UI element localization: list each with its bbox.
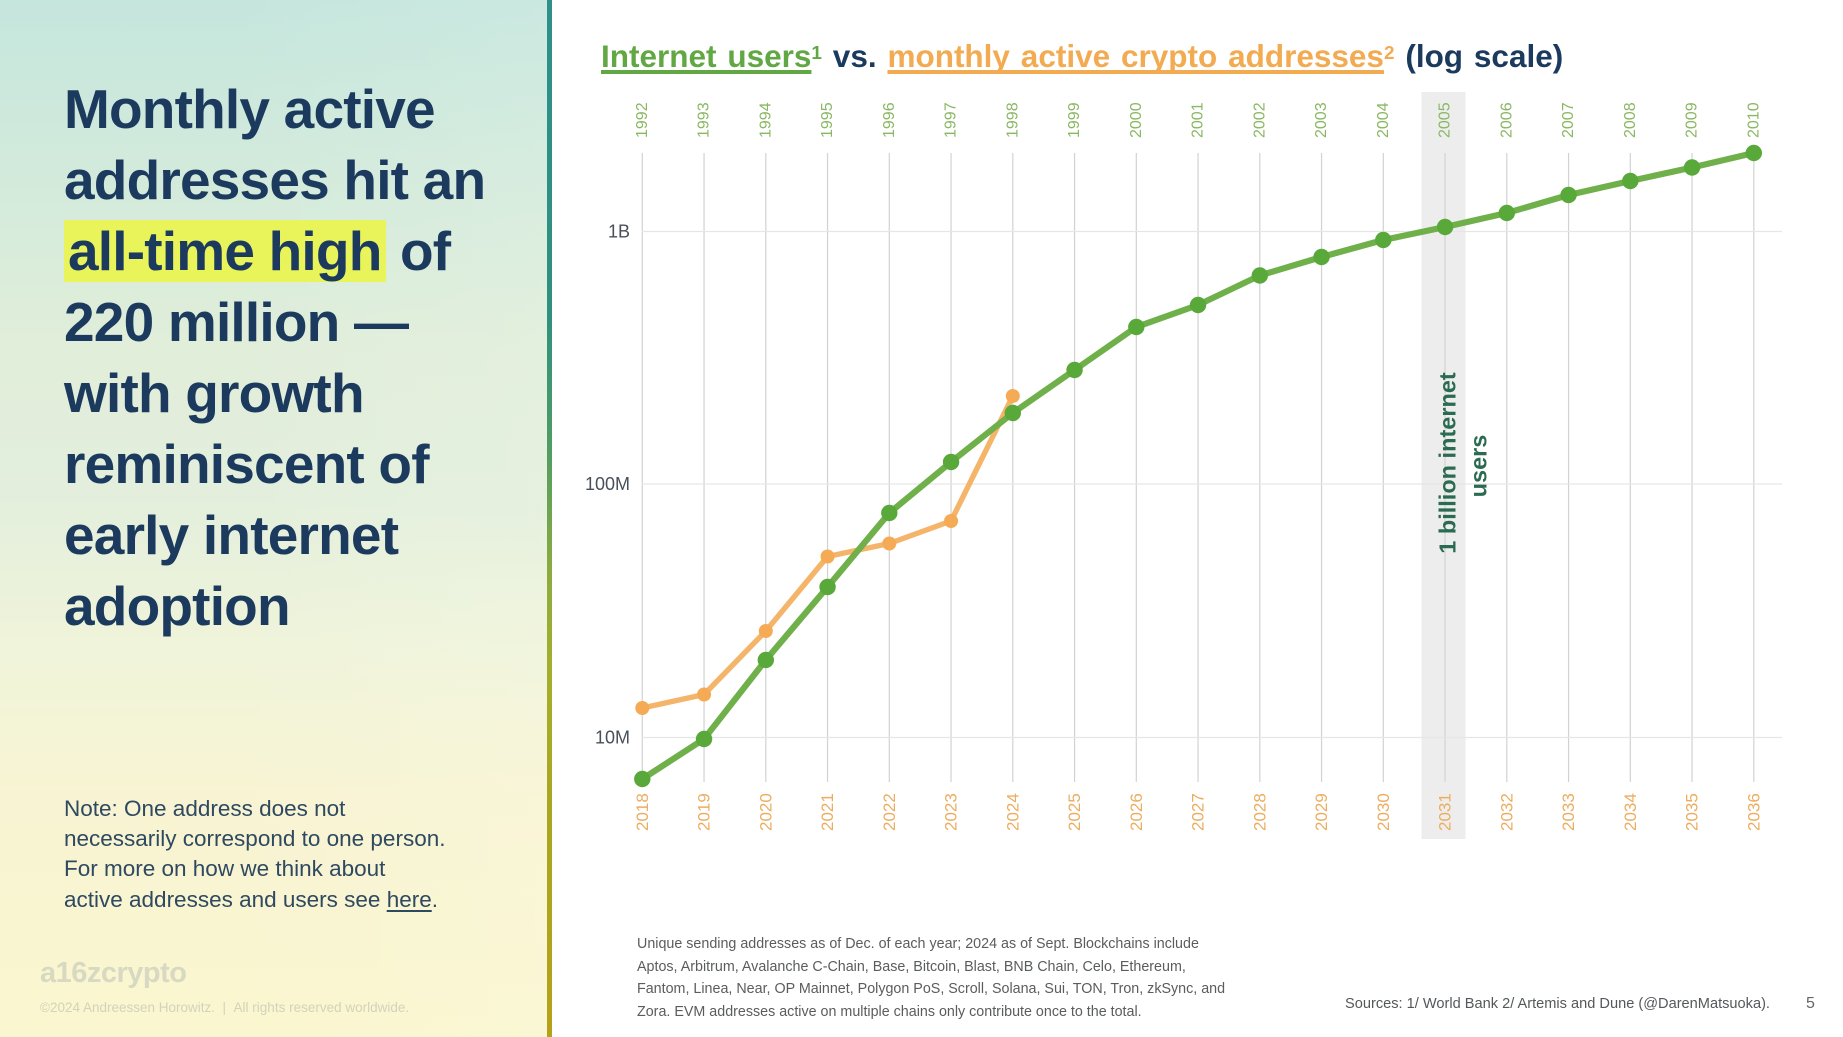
svg-text:2018: 2018: [633, 793, 652, 831]
svg-text:2010: 2010: [1745, 102, 1762, 138]
svg-text:2022: 2022: [880, 793, 899, 831]
svg-text:2025: 2025: [1065, 793, 1084, 831]
svg-text:2029: 2029: [1312, 793, 1331, 831]
svg-text:2033: 2033: [1559, 793, 1578, 831]
svg-text:2019: 2019: [695, 793, 714, 831]
svg-text:10M: 10M: [595, 728, 630, 748]
svg-text:2009: 2009: [1684, 102, 1701, 138]
svg-text:2005: 2005: [1437, 102, 1454, 138]
svg-text:1993: 1993: [696, 102, 713, 138]
svg-text:2008: 2008: [1622, 102, 1639, 138]
svg-text:2030: 2030: [1374, 793, 1393, 831]
svg-text:2021: 2021: [818, 793, 837, 831]
svg-text:2003: 2003: [1313, 102, 1330, 138]
svg-text:2034: 2034: [1621, 793, 1640, 831]
svg-text:2035: 2035: [1683, 793, 1702, 831]
svg-text:2024: 2024: [1003, 793, 1022, 831]
svg-text:1998: 1998: [1004, 102, 1021, 138]
svg-text:2027: 2027: [1189, 793, 1208, 831]
svg-text:1 billion internet: 1 billion internet: [1435, 372, 1461, 554]
svg-text:2031: 2031: [1436, 793, 1455, 831]
svg-text:1994: 1994: [757, 102, 774, 138]
svg-text:2006: 2006: [1498, 102, 1515, 138]
svg-text:2004: 2004: [1375, 102, 1392, 138]
svg-text:2026: 2026: [1127, 793, 1146, 831]
svg-text:users: users: [1466, 435, 1492, 498]
svg-text:2023: 2023: [942, 793, 961, 831]
svg-text:2032: 2032: [1497, 793, 1516, 831]
svg-text:1996: 1996: [881, 102, 898, 138]
svg-text:1999: 1999: [1066, 102, 1083, 138]
svg-text:1995: 1995: [819, 102, 836, 138]
svg-text:1B: 1B: [608, 222, 630, 242]
svg-text:2002: 2002: [1251, 102, 1268, 138]
svg-text:2000: 2000: [1128, 102, 1145, 138]
svg-text:1992: 1992: [634, 102, 651, 138]
svg-text:2007: 2007: [1560, 102, 1577, 138]
svg-text:2020: 2020: [756, 793, 775, 831]
svg-text:2036: 2036: [1744, 793, 1763, 831]
svg-text:2028: 2028: [1250, 793, 1269, 831]
svg-text:100M: 100M: [585, 474, 630, 494]
svg-text:1997: 1997: [943, 102, 960, 138]
svg-text:2001: 2001: [1190, 102, 1207, 138]
